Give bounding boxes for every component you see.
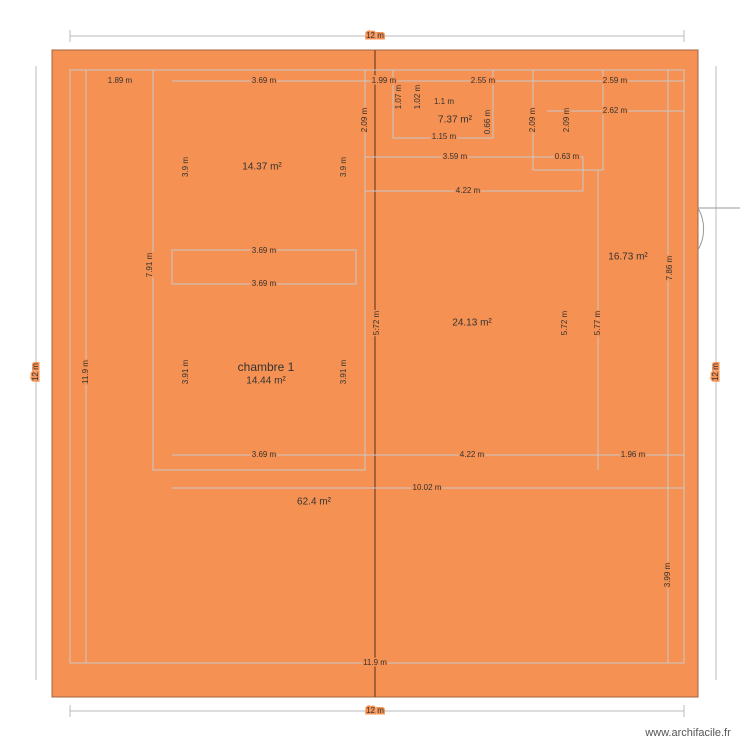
dimension-label: 3.91 m	[339, 359, 348, 384]
dimension-label: 5.77 m	[593, 310, 602, 335]
area-label: 14.37 m²	[242, 162, 282, 173]
dimension-label: 2.55 m	[471, 76, 496, 85]
dimension-label: 3.9 m	[339, 157, 348, 177]
dimension-label: 3.69 m	[252, 246, 277, 255]
dimension-label: 2.59 m	[603, 76, 628, 85]
dimension-label: 2.09 m	[562, 107, 571, 132]
dimension-label: 1.07 m	[394, 84, 403, 109]
dimension-label: 5.72 m	[372, 310, 381, 335]
watermark: www.archifacile.fr	[644, 727, 731, 739]
dimension-label: 11.9 m	[81, 360, 90, 384]
dimension-label: 1.02 m	[413, 84, 422, 109]
labels: 12 m 12 m 12 m 12 m 1.89 m 3.69 m 1.99 m 2.55 m…	[30, 30, 722, 717]
area-label: 62.4 m²	[297, 497, 332, 508]
area-label: 14.44 m²	[246, 376, 286, 387]
dimension-label: 1.96 m	[621, 450, 646, 459]
outer-dimension-lines	[35, 30, 717, 717]
area-label: 24.13 m²	[452, 318, 492, 329]
dimension-label: 11.9 m	[363, 658, 387, 667]
dimension-label: 3.9 m	[181, 157, 190, 177]
dimension-label: 2.62 m	[603, 106, 628, 115]
dimension-label: 3.99 m	[663, 562, 672, 587]
dimension-label: 2.09 m	[528, 107, 537, 132]
area-label: 7.37 m²	[438, 115, 473, 126]
overall-dimension: 12 m	[711, 363, 720, 381]
overall-dimension: 12 m	[31, 363, 40, 381]
dimension-label: 1.1 m	[434, 97, 454, 106]
dimension-label: 1.99 m	[372, 76, 397, 85]
dimension-label: 3.91 m	[181, 359, 190, 384]
overall-dimension: 12 m	[366, 706, 384, 715]
dimension-label: 4.22 m	[460, 450, 485, 459]
dimension-label: 1.89 m	[108, 76, 133, 85]
dimension-label: 5.72 m	[560, 310, 569, 335]
area-label: 16.73 m²	[608, 252, 648, 263]
dimension-label: 4.22 m	[456, 186, 481, 195]
dimension-label: 3.69 m	[252, 450, 277, 459]
dimension-label: 3.59 m	[443, 152, 468, 161]
dimension-label: 0.66 m	[483, 109, 492, 134]
dimension-label: 3.69 m	[252, 279, 277, 288]
dimension-label: 10.02 m	[413, 483, 442, 492]
dimension-label: 7.91 m	[145, 252, 154, 277]
dimension-label: 1.15 m	[432, 132, 457, 141]
dimension-label: 3.69 m	[252, 76, 277, 85]
inner-lines	[69, 69, 685, 664]
dimension-label: 2.09 m	[360, 107, 369, 132]
door	[697, 207, 740, 251]
overall-dimension: 12 m	[366, 31, 384, 40]
dimension-label: 0.63 m	[555, 152, 580, 161]
dimension-label: 7.86 m	[665, 255, 674, 280]
room-name: chambre 1	[238, 360, 295, 374]
